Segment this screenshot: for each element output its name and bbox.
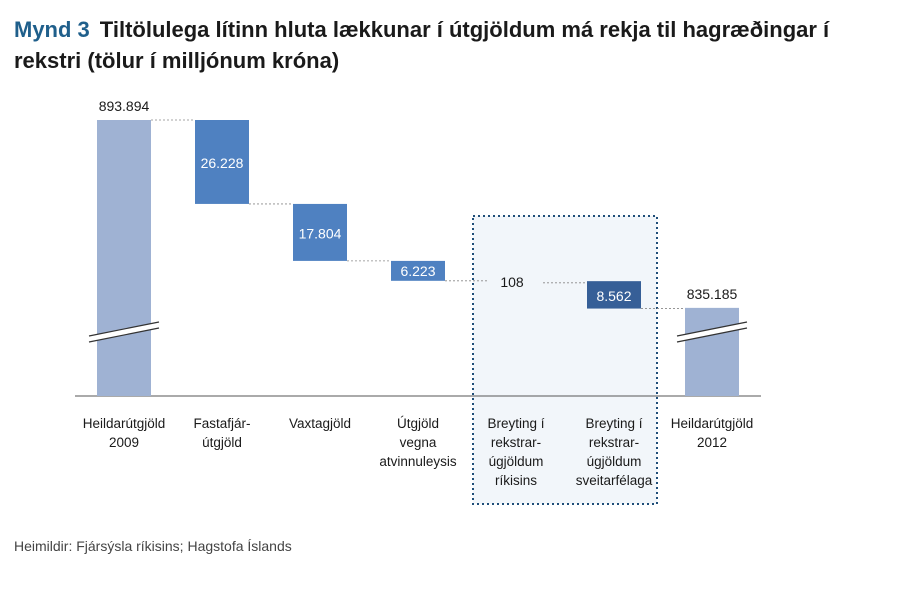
category-label-line: sveitarfélaga [576, 473, 653, 488]
highlight-box [472, 215, 658, 505]
category-label-line: rekstrar- [491, 435, 541, 450]
category-label-line: úgjöldum [489, 454, 544, 469]
chart-title: Mynd 3 Tiltölulega lítinn hluta lækkunar … [14, 14, 874, 76]
category-label: Vaxtagjöld [289, 416, 351, 431]
data-label: 108 [500, 274, 524, 290]
source-note: Heimildir: Fjársýsla ríkisins; Hagstofa … [14, 538, 292, 554]
bar-0 [97, 120, 151, 396]
axis-break-line [676, 327, 748, 343]
category-label-line: ríkisins [495, 473, 537, 488]
category-label-line: vegna [400, 435, 437, 450]
category-label-line: rekstrar- [589, 435, 639, 450]
category-label-line: Heildarútgjöld [671, 416, 754, 431]
axis-break-line [88, 321, 160, 337]
category-label-line: útgjöld [202, 435, 242, 450]
figure-title: Tiltölulega lítinn hluta lækkunar í útgj… [14, 17, 830, 73]
category-label-line: Vaxtagjöld [289, 416, 351, 431]
axis-break-line [88, 327, 160, 343]
data-label: 6.223 [400, 263, 435, 279]
bar-2 [293, 203, 347, 261]
category-label: Fastafjár-útgjöld [193, 416, 250, 450]
data-label: 893.894 [99, 98, 150, 114]
data-label: 8.562 [596, 288, 631, 304]
axis-break-gap [89, 322, 159, 342]
axis-break-line [676, 321, 748, 337]
category-label-line: Breyting í [585, 416, 642, 431]
category-label-line: úgjöldum [587, 454, 642, 469]
category-label: Heildarútgjöld 2012 [671, 416, 754, 450]
category-label: Heildarútgjöld 2009 [83, 416, 166, 450]
category-label-line: Heildarútgjöld [83, 416, 166, 431]
category-label-line: Útgjöld [397, 416, 439, 431]
bar-1 [195, 120, 249, 204]
category-label: Útgjöld vegna atvinnuleysis [379, 416, 457, 469]
bar-6 [685, 307, 739, 396]
category-label-line: 2012 [697, 435, 727, 450]
figure-number: Mynd 3 [14, 17, 90, 42]
bar-5 [587, 281, 641, 309]
data-label: 26.228 [201, 155, 244, 171]
category-label-line: atvinnuleysis [379, 454, 457, 469]
data-label: 835.185 [687, 286, 738, 302]
category-label-line: Breyting í [487, 416, 544, 431]
axis-break-gap [677, 322, 747, 342]
category-label-line: Fastafjár- [193, 416, 250, 431]
category-label: Breyting í rekstrar-úgjöldum ríkisins [487, 416, 544, 488]
category-label-line: 2009 [109, 435, 139, 450]
category-label: Breyting í rekstrar-úgjöldum sveitarfélaga [576, 416, 653, 488]
data-label-box [393, 261, 443, 280]
data-label: 17.804 [299, 225, 342, 241]
